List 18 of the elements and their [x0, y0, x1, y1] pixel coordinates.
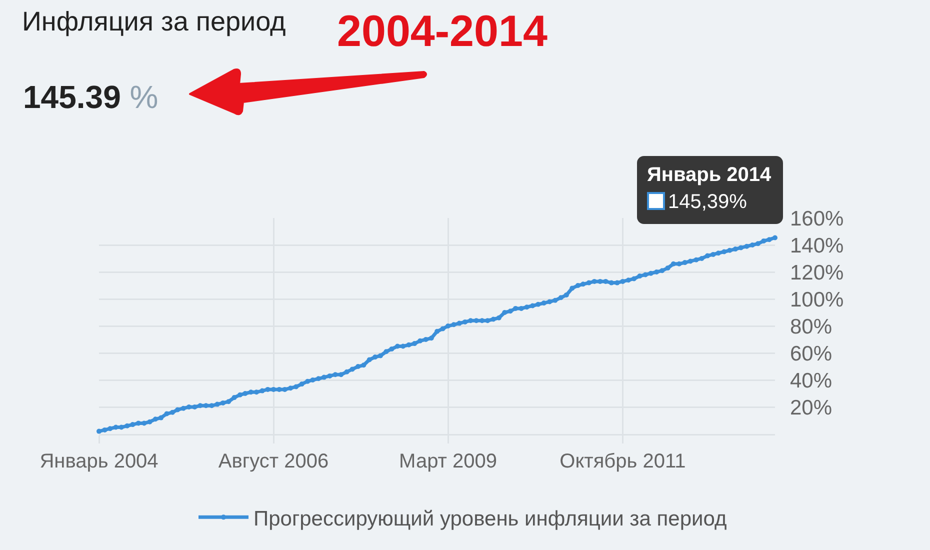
y-tick-label: 20% — [790, 396, 832, 420]
y-tick-label: 60% — [790, 342, 832, 366]
x-tick-label: Октябрь 2011 — [560, 450, 686, 472]
y-tick-label: 140% — [790, 234, 844, 258]
chart-subtitle: 2004-2014 — [337, 7, 548, 56]
y-tick-label: 120% — [790, 261, 844, 284]
y-tick-label: 80% — [790, 315, 832, 338]
y-tick-label: 40% — [790, 369, 832, 392]
x-tick-label: Январь 2004 — [40, 450, 158, 472]
x-tick-label: Март 2009 — [399, 450, 497, 472]
annotation: Январь 2014 145,39% — [647, 162, 772, 213]
text: 145.39 % — [23, 79, 158, 115]
legend-label: Прогрессирующий уровень инфляции за период — [254, 507, 727, 530]
tooltip: Январь 2014 145,39% — [637, 156, 784, 224]
chart-title: Инфляция за период — [22, 6, 286, 36]
y-tick-label: 160% — [790, 207, 844, 230]
y-tick-label: 100% — [790, 288, 844, 312]
x-tick-label: Август 2006 — [218, 450, 329, 472]
